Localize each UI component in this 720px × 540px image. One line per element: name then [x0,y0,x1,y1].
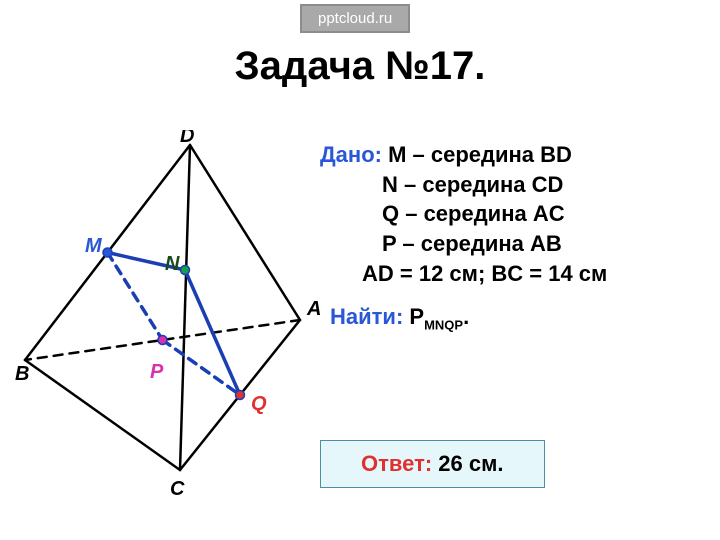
svg-text:C: C [170,478,185,500]
given-l1: M – середина BD [388,142,572,167]
given-l4: P – середина AB [382,231,562,256]
given-l2: N – середина CD [382,172,563,197]
svg-text:Q: Q [251,393,267,415]
find-dot: . [463,304,469,329]
geometry-diagram: A B C D M N P Q [10,130,330,515]
find-label: Найти: [330,304,403,329]
svg-text:P: P [150,361,164,383]
given-l5: AD = 12 см; BC = 14 см [362,261,607,286]
find-sub: MNQP [424,317,463,332]
answer-label: Ответ: [361,451,432,476]
answer-box: Ответ: 26 см. [320,440,545,488]
svg-text:A: A [306,298,321,320]
svg-text:D: D [180,130,194,147]
problem-title: Задача №17. [0,44,720,89]
source-badge: pptcloud.ru [300,4,410,33]
find-block: Найти: PMNQP. [330,304,469,332]
given-l3: Q – середина AC [382,201,565,226]
find-expr: P [409,304,424,329]
given-label: Дано: [320,142,382,167]
answer-value: 26 см. [432,451,503,476]
svg-text:B: B [15,363,29,385]
svg-text:M: M [85,235,103,257]
svg-text:N: N [165,253,180,275]
given-block: Дано: M – середина BD N – середина CD Q … [320,140,607,288]
